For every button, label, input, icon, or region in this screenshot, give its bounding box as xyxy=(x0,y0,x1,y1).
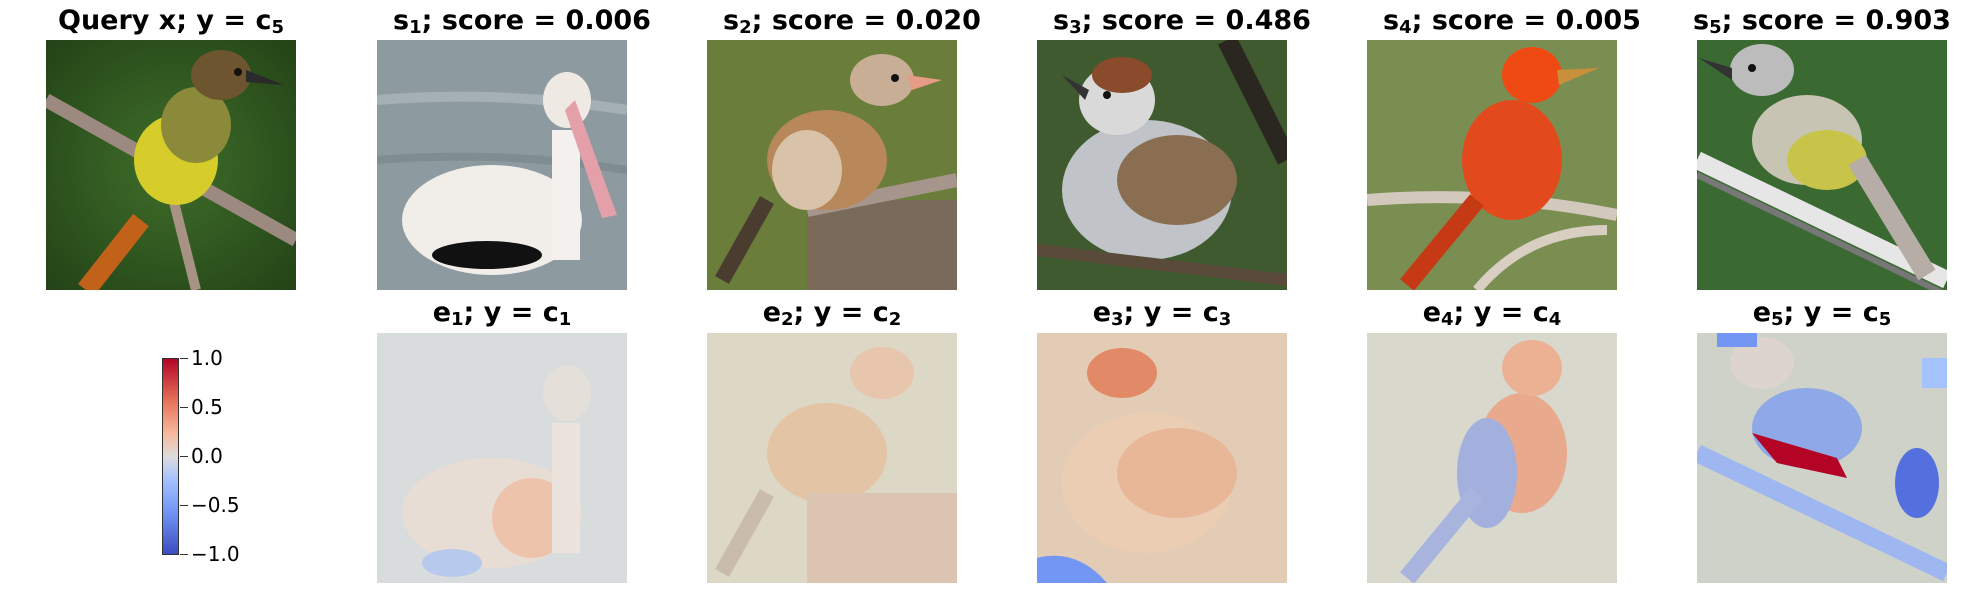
s3-image xyxy=(1037,40,1287,290)
s2-image xyxy=(707,40,957,290)
pelican-illustration xyxy=(377,40,627,290)
e5-heatmap xyxy=(1697,333,1947,583)
flycatcher-on-wire-illustration xyxy=(1697,40,1947,290)
e3-sparrow-heatmap xyxy=(1037,333,1287,583)
e2-title-mid: ; y = c xyxy=(793,297,889,328)
s4-image xyxy=(1367,40,1617,290)
e1-title-sub: 1 xyxy=(451,309,464,330)
s1-title-pre: s xyxy=(393,5,410,36)
colorbar-tick-label: 1.0 xyxy=(191,346,223,370)
e1-title-mid: ; y = c xyxy=(463,297,559,328)
chipping-sparrow-illustration xyxy=(1037,40,1287,290)
e1-title-pre: e xyxy=(432,297,451,328)
query-image xyxy=(46,40,296,290)
s3-title-post: ; score = 0.486 xyxy=(1081,5,1311,36)
s2-title: s2; score = 0.020 xyxy=(692,5,1012,38)
e5-flycatcher-heatmap xyxy=(1697,333,1947,583)
e5-title-sub: 5 xyxy=(1771,309,1784,330)
colorbar-tick xyxy=(180,407,188,408)
query-title-sub: 5 xyxy=(271,17,284,38)
e1-title-sub2: 1 xyxy=(558,309,572,330)
colorbar-tick-label: −1.0 xyxy=(191,542,240,566)
colorbar-tick-label: −0.5 xyxy=(191,493,240,517)
e5-title: e5; y = c5 xyxy=(1697,297,1947,330)
s3-title-pre: s xyxy=(1053,5,1070,36)
s5-title: s5; score = 0.903 xyxy=(1682,5,1962,38)
e4-title: e4; y = c4 xyxy=(1367,297,1617,330)
s2-title-post: ; score = 0.020 xyxy=(751,5,981,36)
e3-title-sub: 3 xyxy=(1111,309,1124,330)
s2-title-pre: s xyxy=(723,5,740,36)
e4-tanager-heatmap xyxy=(1367,333,1617,583)
e4-title-mid: ; y = c xyxy=(1453,297,1549,328)
colorbar xyxy=(162,358,179,555)
e2-title-pre: e xyxy=(762,297,781,328)
e4-title-pre: e xyxy=(1422,297,1441,328)
e3-title-pre: e xyxy=(1092,297,1111,328)
s5-title-post: ; score = 0.903 xyxy=(1721,5,1951,36)
field-sparrow-illustration xyxy=(707,40,957,290)
s1-image xyxy=(377,40,627,290)
e1-pelican-heatmap xyxy=(377,333,627,583)
e4-title-sub2: 4 xyxy=(1548,309,1562,330)
e3-heatmap xyxy=(1037,333,1287,583)
s1-title: s1; score = 0.006 xyxy=(362,5,682,38)
colorbar-tick xyxy=(180,505,188,506)
e4-heatmap xyxy=(1367,333,1617,583)
query-title-text: Query x; y = c xyxy=(58,5,272,36)
query-bird-illustration xyxy=(46,40,296,290)
e2-heatmap xyxy=(707,333,957,583)
e1-title: e1; y = c1 xyxy=(377,297,627,330)
e5-title-pre: e xyxy=(1752,297,1771,328)
colorbar-tick xyxy=(180,456,188,457)
e2-sparrow-heatmap xyxy=(707,333,957,583)
e2-title-sub2: 2 xyxy=(888,309,902,330)
e5-title-sub2: 5 xyxy=(1878,309,1892,330)
s3-title-sub: 3 xyxy=(1069,17,1082,38)
colorbar-tick-label: 0.0 xyxy=(191,444,223,468)
s3-title: s3; score = 0.486 xyxy=(1022,5,1342,38)
colorbar-tick xyxy=(180,358,188,359)
query-title: Query x; y = c5 xyxy=(46,5,296,38)
colorbar-tick xyxy=(180,554,188,555)
s5-image xyxy=(1697,40,1947,290)
s5-title-pre: s xyxy=(1693,5,1710,36)
summer-tanager-illustration xyxy=(1367,40,1617,290)
e3-title: e3; y = c3 xyxy=(1037,297,1287,330)
e3-title-mid: ; y = c xyxy=(1123,297,1219,328)
s1-title-post: ; score = 0.006 xyxy=(421,5,651,36)
e2-title: e2; y = c2 xyxy=(707,297,957,330)
e5-title-mid: ; y = c xyxy=(1783,297,1879,328)
e4-title-sub: 4 xyxy=(1441,309,1454,330)
s2-title-sub: 2 xyxy=(739,17,752,38)
s1-title-sub: 1 xyxy=(409,17,422,38)
s4-title: s4; score = 0.005 xyxy=(1352,5,1672,38)
e1-heatmap xyxy=(377,333,627,583)
s4-title-sub: 4 xyxy=(1399,17,1412,38)
e2-title-sub: 2 xyxy=(781,309,794,330)
e3-title-sub2: 3 xyxy=(1218,309,1232,330)
s4-title-pre: s xyxy=(1383,5,1400,36)
colorbar-tick-label: 0.5 xyxy=(191,395,223,419)
s4-title-post: ; score = 0.005 xyxy=(1411,5,1641,36)
s5-title-sub: 5 xyxy=(1709,17,1722,38)
